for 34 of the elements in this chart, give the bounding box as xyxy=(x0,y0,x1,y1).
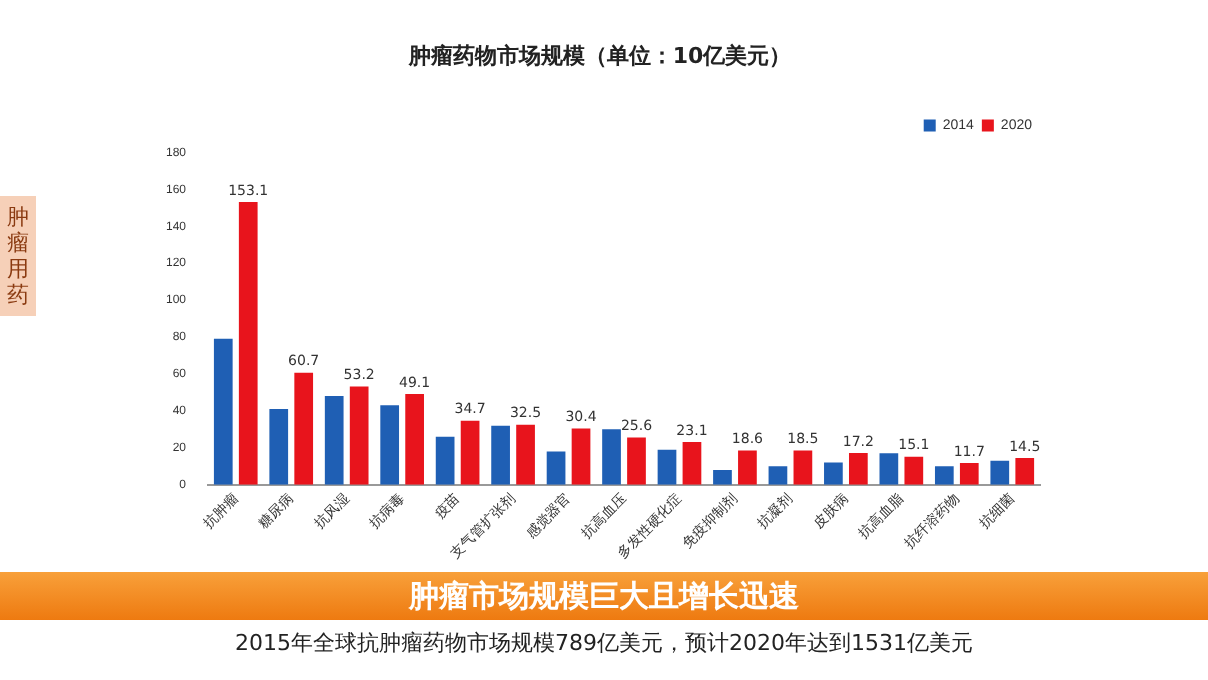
bar xyxy=(324,396,344,485)
bar xyxy=(571,428,591,485)
bar xyxy=(738,450,757,485)
bar xyxy=(824,462,843,485)
bar xyxy=(682,442,702,485)
bar xyxy=(213,338,233,485)
bar xyxy=(349,386,369,485)
bar xyxy=(990,460,1010,485)
bar xyxy=(405,394,424,485)
bar xyxy=(713,469,732,485)
chart-title: 肿瘤药物市场规模（单位：10亿美元） xyxy=(406,42,792,69)
bar xyxy=(546,451,566,485)
text: 2015年全球抗肿瘤药物市场规模789亿美元，预计2020年达到1531亿美元 xyxy=(233,628,975,658)
side-tab: 肿瘤用药 xyxy=(0,196,36,316)
bar xyxy=(879,453,899,485)
bar xyxy=(602,429,621,485)
bar xyxy=(848,452,868,485)
bar xyxy=(516,424,535,485)
bar xyxy=(793,450,813,485)
bar xyxy=(959,463,979,485)
bar xyxy=(491,425,510,485)
text: 肿瘤市场规模巨大且增长迅速 xyxy=(0,572,1208,620)
bar xyxy=(294,372,314,485)
bar xyxy=(435,436,455,485)
bar xyxy=(934,466,954,485)
bar xyxy=(627,437,646,485)
bar xyxy=(269,409,289,485)
bar xyxy=(657,449,677,485)
bar xyxy=(460,420,480,485)
bar xyxy=(768,466,788,485)
bar xyxy=(380,405,400,485)
bar xyxy=(904,456,924,485)
bar xyxy=(1015,457,1035,485)
bar xyxy=(238,202,258,485)
